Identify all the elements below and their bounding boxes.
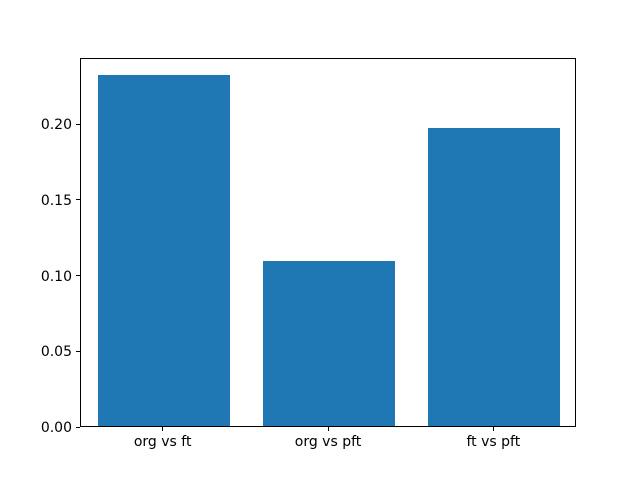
plot-area — [80, 58, 576, 427]
x-tick-mark — [162, 427, 164, 431]
bar — [428, 128, 560, 426]
y-tick-label: 0.10 — [40, 268, 72, 285]
y-tick-label: 0.00 — [40, 420, 72, 436]
y-tick-mark — [76, 426, 80, 428]
x-tick-label: org vs pft — [294, 434, 362, 450]
y-tick-label: 0.05 — [40, 344, 72, 361]
x-tick-label: ft vs pft — [466, 434, 521, 450]
bar — [98, 75, 230, 426]
y-tick-label: 0.20 — [40, 117, 72, 134]
x-tick-mark — [492, 427, 494, 431]
x-tick-label: org vs ft — [133, 434, 192, 450]
y-tick-mark — [76, 123, 80, 125]
y-tick-label: 0.15 — [40, 192, 72, 209]
bar — [263, 261, 395, 426]
y-tick-mark — [76, 350, 80, 352]
y-tick-mark — [76, 199, 80, 201]
y-tick-mark — [76, 275, 80, 277]
x-tick-mark — [327, 427, 329, 431]
